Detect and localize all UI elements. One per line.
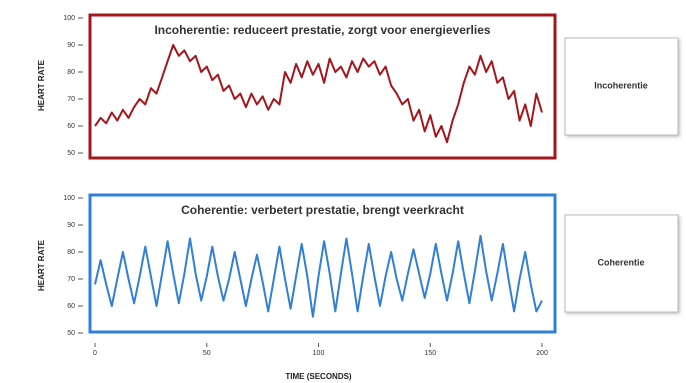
x-tick-label: 0 [93, 350, 97, 357]
panel-frame [88, 13, 557, 160]
y-tick-label: 80 [67, 69, 75, 76]
y-tick-label: 80 [67, 249, 75, 256]
y-axis-label: HEART RATE [37, 239, 46, 291]
x-tick-label: 200 [536, 350, 548, 357]
y-axis-label: HEART RATE [37, 59, 46, 111]
x-tick-label: 50 [203, 350, 211, 357]
y-tick-label: 100 [63, 15, 75, 22]
y-tick-label: 50 [67, 330, 75, 337]
series-line [94, 234, 543, 318]
legend-entry: Coherentie [597, 257, 644, 267]
panel-frame [88, 193, 557, 334]
chart-title: Incoherentie: reduceert prestatie, zorgt… [154, 23, 490, 37]
x-axis-label: TIME (SECONDS) [285, 372, 352, 381]
legend-entry: Incoherentie [594, 80, 648, 90]
y-tick-label: 100 [63, 195, 75, 202]
series-line [94, 44, 543, 144]
x-tick-label: 100 [313, 350, 325, 357]
y-tick-label: 60 [67, 303, 75, 310]
y-tick-label: 60 [67, 123, 75, 130]
y-tick-label: 90 [67, 42, 75, 49]
y-tick-label: 70 [67, 96, 75, 103]
chart-title: Coherentie: verbetert prestatie, brengt … [181, 203, 464, 217]
y-tick-label: 90 [67, 222, 75, 229]
side-box [564, 37, 679, 136]
side-box [564, 214, 679, 313]
x-tick-label: 150 [424, 350, 436, 357]
y-tick-label: 70 [67, 276, 75, 283]
y-tick-label: 50 [67, 150, 75, 157]
